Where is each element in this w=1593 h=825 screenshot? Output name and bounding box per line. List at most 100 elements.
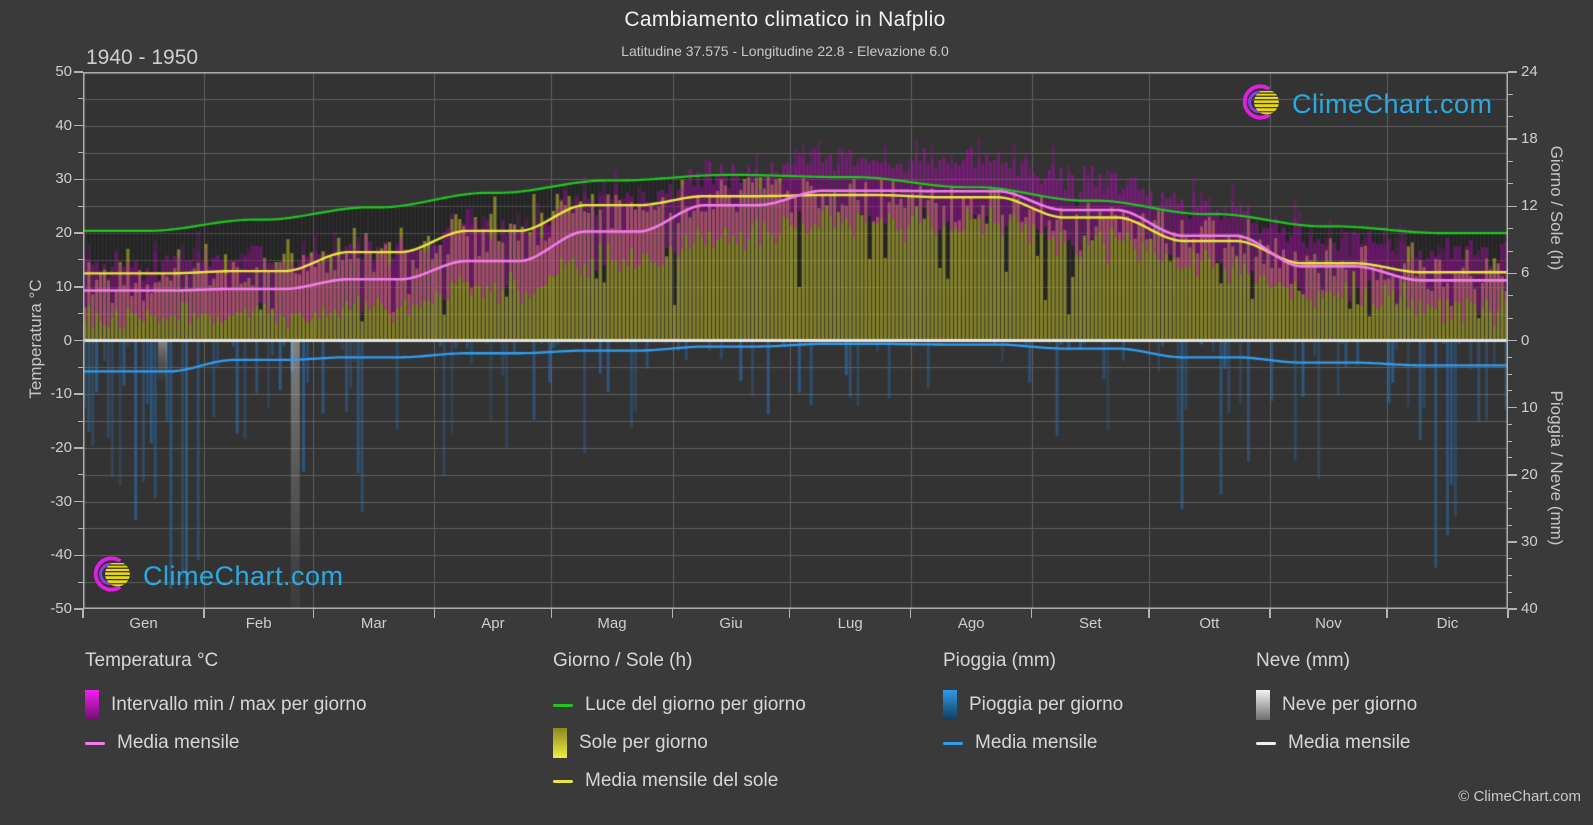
temp-axis-tick-label: -10 bbox=[50, 385, 72, 403]
temp-axis-minor-tick bbox=[78, 259, 83, 261]
rain-axis-tick bbox=[1508, 541, 1517, 543]
legend-line-swatch bbox=[943, 741, 963, 745]
month-boundary-tick bbox=[433, 609, 436, 618]
copyright-note: © ClimeChart.com bbox=[1458, 788, 1581, 805]
month-boundary-tick bbox=[909, 609, 912, 618]
temp-axis-tick-label: -50 bbox=[50, 600, 72, 617]
month-label: Set bbox=[1078, 615, 1102, 632]
legend-section: Pioggia (mm) Pioggia per giorno Media mens… bbox=[943, 650, 1123, 762]
watermark-text: ClimeChart.com bbox=[143, 561, 344, 591]
legend-item: Media mensile bbox=[943, 724, 1123, 762]
legend: Temperatura °C Intervallo min / max per g… bbox=[0, 650, 1593, 810]
legend-item: Media mensile bbox=[85, 724, 367, 762]
legend-section: Neve (mm) Neve per giorno Media mensile bbox=[1256, 650, 1417, 762]
month-label: Ago bbox=[957, 615, 985, 632]
temp-axis-tick bbox=[74, 178, 83, 181]
month-label: Feb bbox=[245, 615, 272, 632]
sun-axis-minor-tick bbox=[1508, 250, 1513, 252]
rain-axis-minor-tick bbox=[1508, 440, 1512, 442]
sun-axis-tick-label: 24 bbox=[1521, 63, 1538, 80]
watermark-text: ClimeChart.com bbox=[1292, 89, 1493, 119]
legend-line-swatch bbox=[85, 741, 105, 745]
temp-axis-tick bbox=[74, 500, 83, 503]
rain-axis-minor-tick bbox=[1508, 591, 1512, 593]
rain-axis-tick-label: 20 bbox=[1521, 465, 1538, 483]
legend-item-label: Neve per giorno bbox=[1282, 694, 1418, 715]
legend-item-label: Media mensile bbox=[975, 732, 1098, 753]
month-label: Mag bbox=[597, 615, 627, 632]
legend-item-label: Intervallo min / max per giorno bbox=[111, 694, 367, 715]
temp-axis-tick-label: 20 bbox=[55, 224, 72, 242]
sun-axis-minor-tick bbox=[1508, 228, 1513, 230]
legend-item-label: Sole per giorno bbox=[579, 732, 708, 753]
month-label: Dic bbox=[1436, 615, 1459, 632]
temp-axis-tick bbox=[74, 393, 83, 395]
climate-chart-canvas bbox=[83, 72, 1508, 609]
legend-item-label: Media mensile bbox=[1288, 732, 1411, 753]
sun-axis-minor-tick bbox=[1508, 93, 1513, 95]
temp-axis-tick bbox=[74, 554, 83, 557]
temp-axis-tick bbox=[74, 339, 83, 342]
temp-axis-tick-label: -20 bbox=[50, 438, 72, 456]
climechart-logo-icon bbox=[88, 551, 134, 602]
sun-axis-tick bbox=[1508, 272, 1517, 275]
chart-subtitle: Latitudine 37.575 - Longitudine 22.8 - E… bbox=[621, 43, 949, 59]
sun-axis-tick-label: 6 bbox=[1521, 264, 1530, 282]
month-boundary-tick bbox=[203, 609, 205, 618]
rain-axis-tick-label: 30 bbox=[1521, 532, 1538, 550]
rain-axis-minor-tick bbox=[1508, 423, 1512, 425]
rain-axis-tick bbox=[1508, 474, 1517, 476]
sun-axis-minor-tick bbox=[1508, 183, 1513, 185]
rain-axis-minor-tick bbox=[1508, 524, 1512, 526]
temp-axis-minor-tick bbox=[78, 98, 83, 100]
legend-section-heading: Neve (mm) bbox=[1256, 650, 1350, 671]
period-label: 1940 - 1950 bbox=[86, 46, 199, 69]
month-boundary-tick bbox=[671, 609, 674, 618]
sun-axis-minor-tick bbox=[1508, 295, 1513, 297]
climechart-logo-icon bbox=[1237, 79, 1283, 130]
legend-item: Media mensile bbox=[1256, 724, 1417, 762]
chart-title: Cambiamento climatico in Nafplio bbox=[624, 8, 946, 31]
legend-section-heading: Temperatura °C bbox=[85, 650, 219, 671]
temp-axis-tick-label: 40 bbox=[55, 116, 72, 134]
month-label: Lug bbox=[837, 615, 863, 632]
month-boundary-tick bbox=[788, 609, 791, 618]
legend-item-label: Media mensile bbox=[117, 732, 240, 753]
rain-axis-tick bbox=[1508, 406, 1517, 409]
month-boundary-tick bbox=[1507, 609, 1509, 618]
rain-axis-minor-tick bbox=[1508, 373, 1512, 375]
watermark-top-right: ClimeChart.com bbox=[1237, 79, 1493, 130]
rain-axis-minor-tick bbox=[1508, 507, 1512, 509]
temp-axis-tick-label: 50 bbox=[55, 63, 72, 80]
legend-item-label: Pioggia per giorno bbox=[969, 694, 1124, 715]
temp-axis-minor-tick bbox=[78, 420, 83, 422]
temp-axis-tick-label: -40 bbox=[50, 546, 72, 564]
temp-axis-tick-label: 30 bbox=[55, 170, 72, 188]
temp-axis-tick-label: 0 bbox=[63, 331, 72, 349]
legend-item: Luce del giorno per giorno bbox=[553, 686, 806, 724]
watermark-bottom-left: ClimeChart.com bbox=[88, 551, 344, 602]
legend-item: Intervallo min / max per giorno bbox=[85, 686, 367, 724]
sun-axis-tick bbox=[1508, 339, 1517, 342]
legend-gradient-swatch bbox=[553, 728, 567, 758]
sun-axis-tick-label: 0 bbox=[1521, 331, 1530, 349]
month-label: Apr bbox=[481, 615, 505, 632]
temp-axis-minor-tick bbox=[78, 313, 83, 315]
month-boundary-tick bbox=[82, 609, 84, 618]
month-label: Ott bbox=[1199, 615, 1220, 632]
temp-axis-tick-label: 10 bbox=[55, 277, 72, 295]
temp-axis-minor-tick bbox=[78, 205, 83, 207]
rain-axis-tick bbox=[1508, 608, 1517, 610]
temp-axis-minor-tick bbox=[78, 366, 83, 368]
legend-gradient-swatch bbox=[943, 690, 957, 720]
legend-gradient-swatch bbox=[85, 690, 99, 720]
month-label: Mar bbox=[360, 615, 387, 632]
legend-item: Media mensile del sole bbox=[553, 762, 806, 800]
sun-axis-tick-label: 12 bbox=[1521, 197, 1538, 215]
sun-axis-minor-tick bbox=[1508, 116, 1513, 118]
temp-axis-minor-tick bbox=[78, 152, 83, 154]
legend-gradient-swatch bbox=[1256, 690, 1270, 720]
temp-axis-minor-tick bbox=[78, 527, 83, 529]
temp-axis-tick-label: -30 bbox=[50, 492, 72, 510]
